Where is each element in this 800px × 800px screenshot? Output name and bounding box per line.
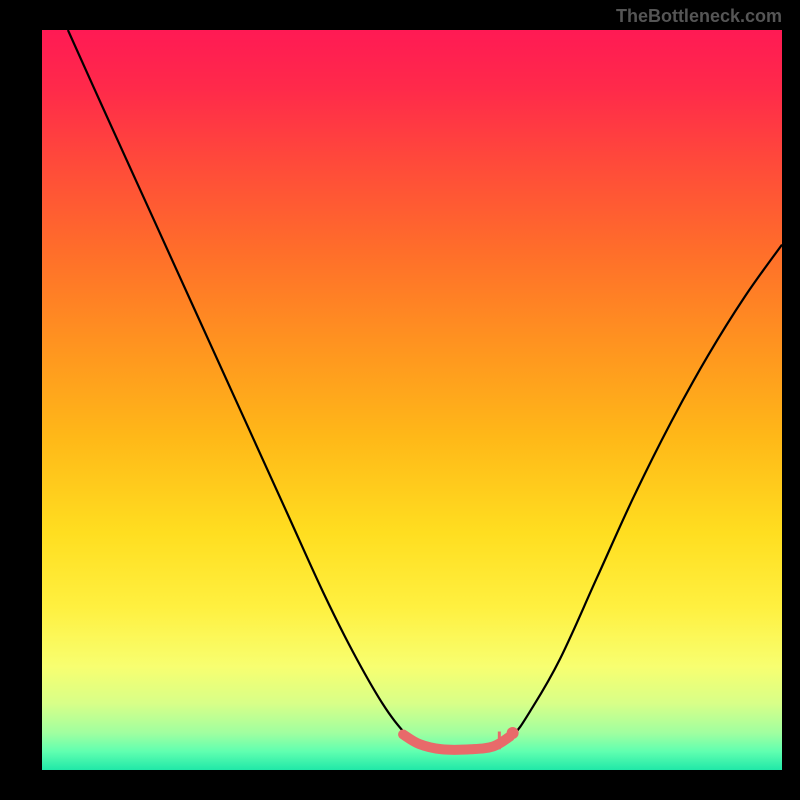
watermark-text: TheBottleneck.com xyxy=(616,6,782,27)
highlight-end-dot xyxy=(507,727,519,739)
bottleneck-curve xyxy=(68,30,782,752)
plot-area xyxy=(42,30,782,770)
chart-svg xyxy=(42,30,782,770)
highlight-segment xyxy=(403,734,510,749)
